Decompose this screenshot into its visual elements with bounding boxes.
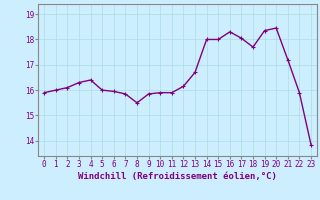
X-axis label: Windchill (Refroidissement éolien,°C): Windchill (Refroidissement éolien,°C): [78, 172, 277, 181]
